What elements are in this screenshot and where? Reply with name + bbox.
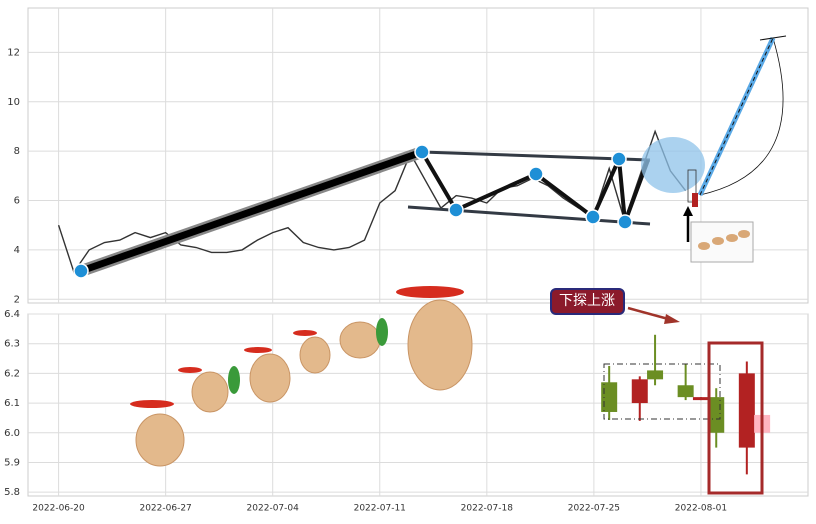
candle-body — [601, 382, 618, 412]
pivot — [414, 144, 430, 160]
y-tick-label: 2 — [14, 294, 20, 305]
dog — [726, 234, 738, 242]
dog — [191, 371, 229, 413]
x-tick-label: 2022-06-20 — [32, 504, 85, 514]
y-tick-label: 4 — [14, 245, 20, 256]
highlight-box — [707, 341, 764, 495]
x-tick-label: 2022-07-25 — [568, 504, 620, 514]
arc — [699, 37, 784, 196]
pivot — [617, 214, 633, 230]
projection-center — [699, 37, 774, 196]
pivot — [448, 202, 464, 218]
propeller — [396, 286, 464, 298]
propeller — [244, 347, 272, 353]
drawings — [73, 35, 787, 495]
projection-cap — [759, 35, 787, 41]
candle-body — [708, 397, 725, 433]
mini-candle — [692, 193, 698, 207]
y-tick-label: 10 — [7, 97, 20, 108]
y-tick-label: 12 — [7, 47, 20, 58]
x-tick-label: 2022-08-01 — [675, 504, 727, 514]
y-tick-label: 6.2 — [4, 368, 20, 379]
decoration-dogs — [130, 286, 473, 467]
propeller — [130, 400, 174, 408]
x-tick-label: 2022-07-18 — [461, 504, 514, 514]
x-tick-label: 2022-07-11 — [354, 504, 406, 514]
pattern-box — [603, 363, 721, 420]
pivot-points — [73, 144, 633, 279]
dog — [738, 230, 750, 238]
candle-body — [738, 373, 755, 448]
callout-box — [550, 288, 625, 315]
y-tick-label: 5.8 — [4, 487, 20, 498]
y-tick-label: 6.0 — [4, 428, 20, 439]
dog — [407, 299, 473, 391]
pivot — [73, 263, 89, 279]
propellers — [130, 286, 464, 408]
callout-label: 下探上涨 — [559, 293, 615, 309]
callout-arrow — [627, 306, 673, 322]
trend-line — [79, 148, 424, 275]
dog — [698, 242, 710, 250]
arrow-head — [683, 206, 693, 216]
candle-body — [692, 397, 709, 401]
propeller — [228, 366, 240, 394]
pivot — [528, 166, 544, 182]
dog — [249, 353, 291, 403]
propeller — [376, 318, 388, 346]
y-tick-label: 5.9 — [4, 457, 20, 468]
dog — [712, 237, 724, 245]
dog — [135, 413, 185, 467]
thumbnail-art — [698, 230, 750, 250]
candle-body — [631, 379, 648, 404]
x-tick-label: 2022-06-27 — [139, 504, 191, 514]
candle-body — [647, 370, 664, 380]
x-tick-label: 2022-07-04 — [247, 504, 300, 514]
dog-group — [135, 299, 473, 467]
pivot — [585, 209, 601, 225]
highlight-ellipse — [641, 137, 705, 193]
callout-arrow-head — [664, 314, 680, 324]
candle-body — [677, 385, 694, 398]
propeller — [293, 330, 317, 336]
dog — [299, 336, 331, 374]
y-tick-label: 6.1 — [4, 398, 20, 409]
propeller — [178, 367, 202, 373]
pivot — [611, 151, 627, 167]
y-tick-label: 8 — [14, 146, 20, 157]
y-tick-label: 6.4 — [4, 309, 20, 320]
y-tick-label: 6 — [14, 196, 20, 207]
dog — [339, 321, 381, 359]
y-tick-label: 6.3 — [4, 339, 20, 350]
propellers-green — [228, 318, 388, 394]
